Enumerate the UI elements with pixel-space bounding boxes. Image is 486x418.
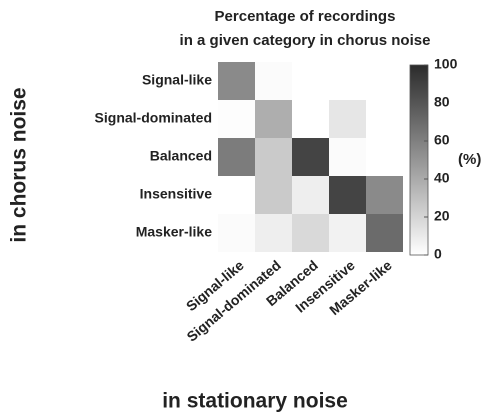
heatmap-cell <box>255 214 292 252</box>
y-tick-label: Signal-dominated <box>95 110 212 126</box>
colorbar-tick-label: 80 <box>434 94 450 110</box>
heatmap-cell <box>255 62 292 100</box>
colorbar-tick-label: 40 <box>434 170 450 186</box>
y-tick-label: Balanced <box>150 148 212 164</box>
heatmap-cell <box>292 138 329 176</box>
heatmap-cell <box>366 176 403 214</box>
heatmap-cell <box>366 214 403 252</box>
y-tick-label: Signal-like <box>142 72 212 88</box>
heatmap-cell <box>218 176 255 214</box>
x-axis-label: in stationary noise <box>162 390 348 413</box>
y-axis-label: in chorus noise <box>8 87 31 242</box>
heatmap-cell <box>218 100 255 138</box>
heatmap-cell <box>292 214 329 252</box>
y-tick-label: Insensitive <box>140 186 213 202</box>
heatmap-cell <box>329 214 366 252</box>
heatmap-cell <box>329 100 366 138</box>
colorbar-label: (%) <box>458 151 481 168</box>
heatmap-cell <box>366 138 403 176</box>
heatmap-cell <box>255 176 292 214</box>
colorbar-tick-label: 100 <box>434 56 458 72</box>
heatmap-cell <box>218 138 255 176</box>
heatmap-cell <box>292 100 329 138</box>
heatmap-cell <box>255 138 292 176</box>
heatmap-cell <box>366 62 403 100</box>
y-tick-label: Masker-like <box>136 224 212 240</box>
chart-title: Percentage of recordings <box>215 8 396 25</box>
heatmap-cell <box>218 62 255 100</box>
heatmap-cell <box>329 62 366 100</box>
heatmap-cell <box>255 100 292 138</box>
colorbar-tick-label: 60 <box>434 132 450 148</box>
colorbar-tick-label: 20 <box>434 208 450 224</box>
heatmap-cell <box>218 214 255 252</box>
heatmap-cell <box>292 176 329 214</box>
chart-title: in a given category in chorus noise <box>180 32 431 49</box>
colorbar-tick-label: 0 <box>434 246 442 262</box>
heatmap-cell <box>329 176 366 214</box>
heatmap-cell <box>329 138 366 176</box>
colorbar <box>409 64 429 256</box>
heatmap-cell <box>292 62 329 100</box>
heatmap-cell <box>366 100 403 138</box>
